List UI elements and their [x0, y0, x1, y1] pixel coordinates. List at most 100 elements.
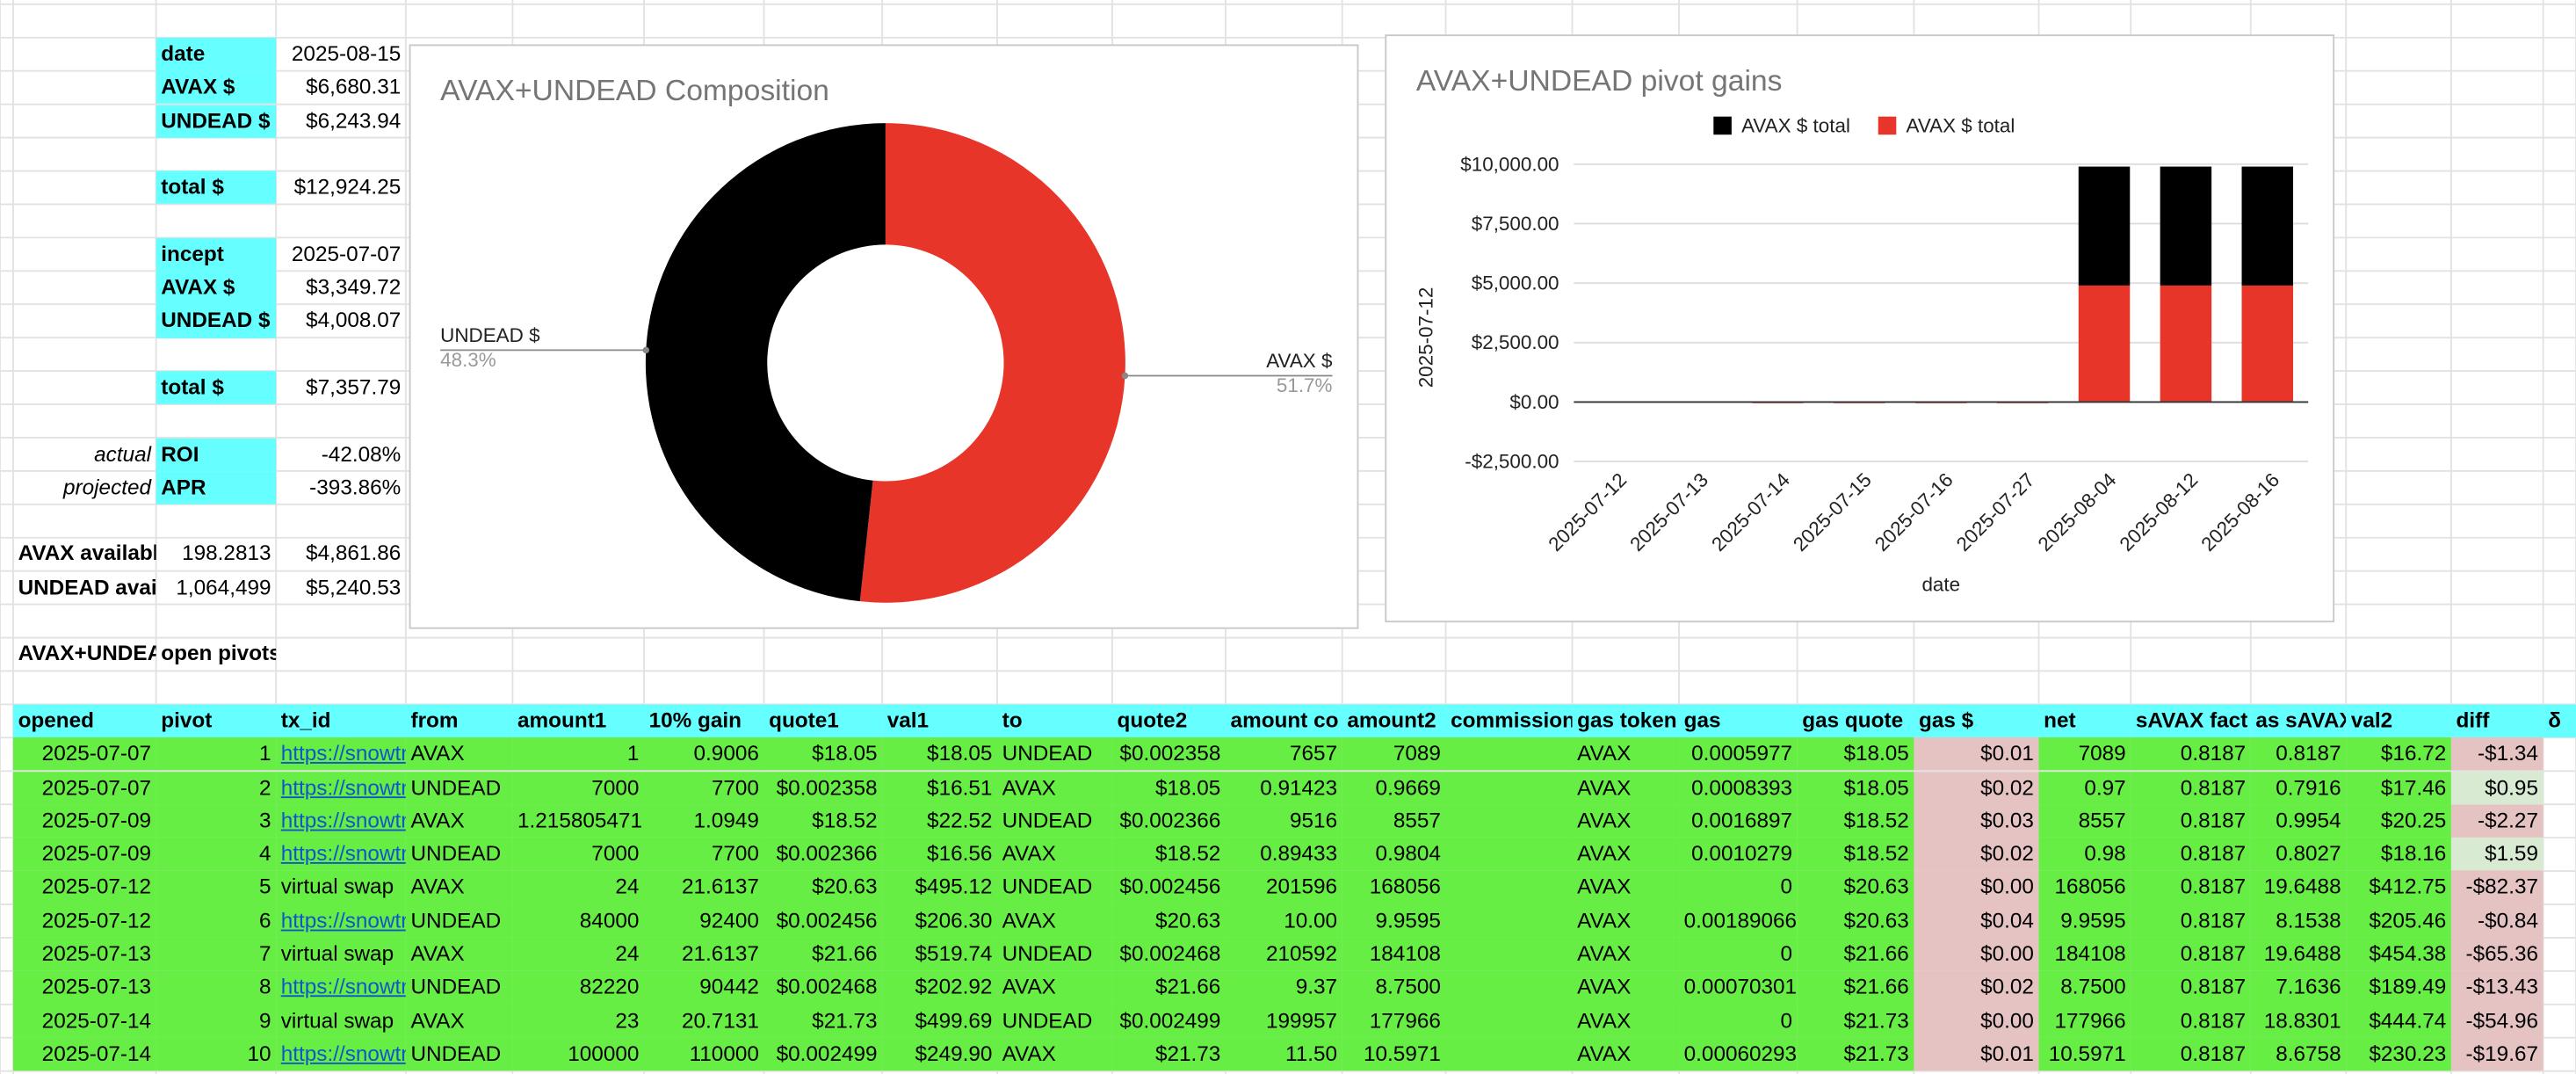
- table-cell: 1: [512, 737, 645, 772]
- summary-label: total $: [156, 171, 277, 205]
- table-cell: $0.002468: [763, 970, 883, 1005]
- tx-link[interactable]: https://snowtr: [276, 804, 406, 838]
- table-cell: 0.8187: [2131, 903, 2251, 938]
- tx-link[interactable]: https://snowtr: [276, 970, 406, 1005]
- column-header: tx_id: [276, 704, 406, 738]
- table-cell: 9516: [1225, 804, 1342, 838]
- summary-value: 2025-08-15: [291, 40, 402, 66]
- bar: [2078, 285, 2131, 403]
- table-cell: $0.002358: [1111, 737, 1226, 772]
- empty-cell: [2543, 938, 2576, 971]
- leader-dot: [1121, 372, 1129, 380]
- table-cell: 0.8187: [2131, 1004, 2251, 1038]
- table-cell: $0.00: [1914, 871, 2039, 904]
- table-cell: 201596: [1225, 871, 1342, 904]
- summary-label: date: [156, 37, 277, 71]
- column-header: net: [2038, 704, 2131, 738]
- table-cell: 168056: [1342, 871, 1446, 904]
- summary-value: 2025-07-07: [291, 241, 402, 266]
- table-cell: $18.16: [2346, 838, 2451, 872]
- table-cell: AVAX: [997, 771, 1112, 805]
- table-cell: 0.8187: [2131, 737, 2251, 772]
- table-cell: 0.0016897: [1679, 804, 1798, 838]
- summary-name: AVAX availabl: [18, 541, 156, 566]
- table-cell: AVAX: [1572, 903, 1680, 938]
- table-cell: -$65.36: [2450, 937, 2543, 971]
- table-cell: $20.63: [1797, 871, 1914, 904]
- legend-label: AVAX $ total: [1907, 114, 2015, 136]
- tx-link[interactable]: https://snowtr: [276, 737, 406, 772]
- table-cell: 7089: [2038, 737, 2131, 772]
- table-cell: AVAX: [405, 737, 513, 772]
- summary-label: APR: [156, 470, 277, 504]
- table-cell: $0.002456: [763, 903, 883, 938]
- summary-amount: 1,064,499: [176, 574, 271, 599]
- table-cell: AVAX: [405, 804, 513, 838]
- table-cell: 8557: [2038, 804, 2131, 838]
- table-cell: -$19.67: [2450, 1037, 2543, 1071]
- empty-cell: [2543, 804, 2576, 838]
- column-header: opened: [12, 704, 156, 738]
- summary-label: total $: [156, 371, 277, 405]
- table-cell: 21.6137: [644, 937, 764, 971]
- table-cell: 18.8301: [2250, 1004, 2347, 1038]
- table-cell: 2025-07-09: [12, 804, 156, 838]
- table-cell: UNDEAD: [405, 1037, 513, 1071]
- table-cell: $205.46: [2346, 903, 2451, 938]
- table-cell: 7700: [644, 771, 764, 805]
- table-cell: 0.0008393: [1679, 771, 1798, 805]
- table-cell: $17.46: [2346, 771, 2451, 805]
- table-cell: 2025-07-14: [12, 1037, 156, 1071]
- column-header: gas $: [1914, 704, 2039, 738]
- summary-value: -393.86%: [309, 474, 402, 499]
- tx-link[interactable]: https://snowtr: [276, 838, 406, 872]
- summary-note: projected: [63, 474, 152, 499]
- table-cell: $0.01: [1914, 1037, 2039, 1071]
- table-cell: $21.73: [763, 1004, 883, 1038]
- table-cell: 0.97: [2038, 771, 2131, 805]
- pie-slice: [645, 123, 886, 602]
- table-cell: $0.00: [1914, 937, 2039, 971]
- table-cell: 177966: [1342, 1004, 1446, 1038]
- table-cell: $412.75: [2346, 871, 2451, 904]
- table-cell: $0.02: [1914, 970, 2039, 1005]
- table-cell: $20.63: [763, 871, 883, 904]
- table-cell: $18.05: [763, 737, 883, 772]
- table-cell: 4: [156, 838, 277, 872]
- x-tick-label: 2025-07-12: [1544, 468, 1631, 555]
- column-header: amount1: [512, 704, 645, 738]
- table-cell: 3: [156, 804, 277, 838]
- table-cell: $0.02: [1914, 838, 2039, 872]
- table-cell: 11.50: [1225, 1037, 1342, 1071]
- table-cell: 82220: [512, 970, 645, 1005]
- table-cell: 0: [1679, 937, 1798, 971]
- table-cell: 0.9006: [644, 737, 764, 772]
- column-header: quote1: [763, 704, 883, 738]
- table-cell: 7700: [644, 838, 764, 872]
- table-cell: $18.05: [1111, 771, 1226, 805]
- table-cell: 0.00070301: [1679, 970, 1798, 1005]
- empty-cell: [1445, 1004, 1573, 1038]
- table-cell: 10.5971: [1342, 1037, 1446, 1071]
- summary-value: $4,008.07: [306, 307, 402, 332]
- y-tick-label: $0.00: [1509, 391, 1559, 413]
- summary-value: $12,924.25: [293, 174, 402, 200]
- column-header: 10% gain: [644, 704, 764, 738]
- tx-link[interactable]: https://snowtr: [276, 1037, 406, 1071]
- table-cell: 2025-07-07: [12, 737, 156, 772]
- table-cell: 0.8187: [2131, 937, 2251, 971]
- table-cell: 0.8187: [2131, 771, 2251, 805]
- summary-value: $5,240.53: [306, 574, 402, 599]
- table-cell: 0.00060293: [1679, 1037, 1798, 1071]
- empty-cell: [2543, 1005, 2576, 1038]
- table-cell: $18.52: [1111, 838, 1226, 872]
- summary-amount: 198.2813: [182, 541, 271, 566]
- tx-link[interactable]: https://snowtr: [276, 903, 406, 938]
- column-header: gas quote: [1797, 704, 1914, 738]
- bar: [2078, 166, 2131, 286]
- table-cell: -$54.96: [2450, 1004, 2543, 1038]
- table-cell: AVAX: [1572, 970, 1680, 1005]
- y-tick-label: $10,000.00: [1460, 153, 1559, 175]
- table-cell: AVAX: [997, 1037, 1112, 1071]
- tx-link[interactable]: https://snowtr: [276, 771, 406, 805]
